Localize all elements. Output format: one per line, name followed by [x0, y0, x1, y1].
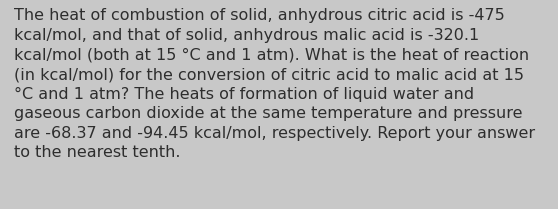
Text: The heat of combustion of solid, anhydrous citric acid is -475
kcal/mol, and tha: The heat of combustion of solid, anhydro… — [14, 8, 535, 160]
